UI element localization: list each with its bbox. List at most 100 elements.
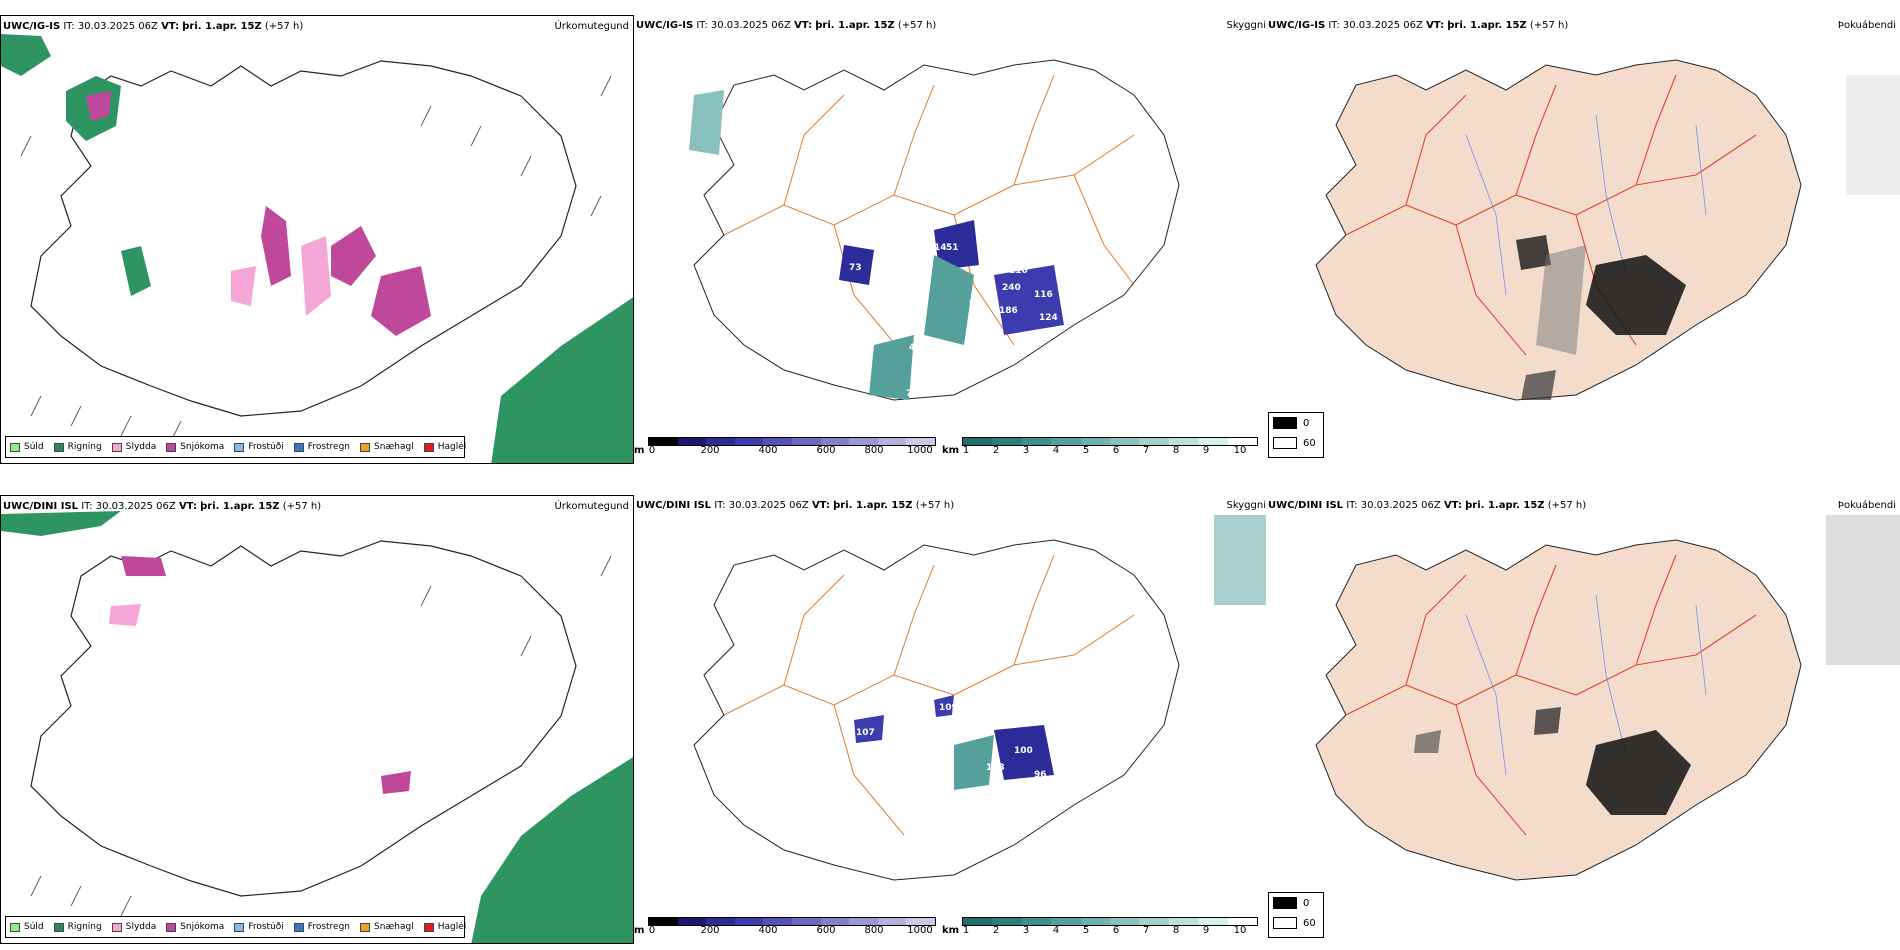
ceiling-tick: 600 bbox=[816, 925, 836, 936]
cloud-value: 124 bbox=[1039, 313, 1058, 323]
cloud-value: 52 bbox=[912, 364, 925, 374]
fog-dense-area bbox=[1521, 370, 1556, 400]
precip-map-row2 bbox=[1, 511, 633, 943]
cloud-value: 63 bbox=[969, 298, 982, 308]
cloud-panel-row1: 51 110 116 240 186 124 63 73 45 84 76 14… bbox=[634, 15, 1266, 464]
fog-legend-row1: 0 60 bbox=[1268, 412, 1324, 458]
fog-title-row2: UWC/DINI ISL IT: 30.03.2025 06Z VT: þri.… bbox=[1268, 500, 1587, 511]
wind-barbs bbox=[30, 555, 612, 917]
cloud-value: 100 bbox=[1014, 746, 1033, 756]
ceiling-tick: 400 bbox=[758, 925, 778, 936]
ceiling-tick: 200 bbox=[700, 925, 720, 936]
fog-title-row1: UWC/IG-IS IT: 30.03.2025 06Z VT: þri. 1.… bbox=[1268, 20, 1569, 31]
fog-legend-row2: 0 60 bbox=[1268, 892, 1324, 938]
iceland-outline bbox=[30, 540, 577, 897]
ceiling-unit: m bbox=[634, 445, 645, 456]
visibility-bar bbox=[962, 437, 1258, 446]
rivers bbox=[1465, 594, 1707, 776]
cloud-map-row1: 51 110 116 240 186 124 63 73 45 84 76 14… bbox=[689, 59, 1180, 401]
sleet-area bbox=[231, 266, 256, 306]
legend-item: Haglél bbox=[423, 442, 466, 452]
rivers bbox=[1465, 114, 1707, 296]
cloud-map-row2: 109 100 123 16 96 107 118 56 133 bbox=[693, 515, 1266, 881]
snow-area bbox=[121, 556, 166, 576]
visibility-colorbar-row2: km 1 2 3 4 5 6 7 8 9 10 bbox=[942, 917, 1258, 944]
visibility-tick: 6 bbox=[1112, 925, 1120, 936]
visibility-tick: 5 bbox=[1082, 925, 1090, 936]
ceiling-tick: 200 bbox=[700, 445, 720, 456]
ceiling-bar bbox=[648, 437, 936, 446]
cloud-value: 116 bbox=[1034, 290, 1053, 300]
visibility-colorbar-row1: km 1 2 3 4 5 6 7 8 9 10 bbox=[942, 437, 1258, 464]
precip-legend-row2: Súld Rigning Slydda Snjókoma Frostúði Fr… bbox=[5, 916, 466, 938]
low-ceiling-area bbox=[854, 715, 884, 743]
cloud-value: 186 bbox=[999, 306, 1018, 316]
visibility-tick: 6 bbox=[1112, 445, 1120, 456]
visibility-tick: 10 bbox=[1233, 445, 1247, 456]
cloud-value: 107 bbox=[856, 728, 875, 738]
precip-panel-row1: UWC/IG-IS IT: 30.03.2025 06Z VT: þri. 1.… bbox=[0, 15, 634, 464]
legend-item: Súld bbox=[10, 922, 44, 932]
visibility-tick: 10 bbox=[1233, 925, 1247, 936]
low-ceiling-area bbox=[994, 725, 1054, 780]
ceiling-tick: 1000 bbox=[907, 445, 933, 456]
ceiling-colorbar-row1: m 0 200 400 600 800 1000 bbox=[634, 437, 936, 464]
snow-area bbox=[371, 266, 431, 336]
visibility-tick: 4 bbox=[1052, 925, 1060, 936]
cloud-value: 18 bbox=[944, 356, 957, 366]
legend-item: Snjókoma bbox=[166, 922, 224, 932]
precip-type-label-row1: Úrkomutegund bbox=[554, 21, 629, 32]
cloud-value: 133 bbox=[742, 578, 761, 588]
legend-item: Súld bbox=[10, 442, 44, 452]
road-network bbox=[1345, 554, 1757, 836]
fog-legend-item: 60 bbox=[1269, 433, 1323, 453]
visibility-unit: km bbox=[942, 445, 960, 456]
fog-moderate-area bbox=[1414, 730, 1441, 753]
cloud-value-labels: 109 100 123 16 96 107 118 56 133 bbox=[742, 578, 1047, 875]
ceiling-tick: 800 bbox=[864, 925, 884, 936]
visibility-tick: 7 bbox=[1142, 445, 1150, 456]
legend-item: Frostúði bbox=[234, 442, 284, 452]
visibility-tick: 5 bbox=[1082, 445, 1090, 456]
sleet-area bbox=[301, 236, 331, 316]
ceiling-unit: m bbox=[634, 925, 645, 936]
precip-legend-row1: Súld Rigning Slydda Snjókoma Frostúði Fr… bbox=[5, 436, 466, 458]
low-visibility-area bbox=[689, 90, 724, 155]
visibility-tick: 9 bbox=[1202, 925, 1210, 936]
cloud-value: 73 bbox=[849, 263, 862, 273]
cloud-value: 118 bbox=[924, 865, 943, 875]
ocean-precip-area bbox=[491, 297, 633, 463]
road-network bbox=[723, 554, 1135, 836]
cloud-value: 123 bbox=[986, 763, 1005, 773]
visibility-tick: 1 bbox=[962, 445, 970, 456]
legend-item: Snjókoma bbox=[166, 442, 224, 452]
fog-panel-row2: UWC/DINI ISL IT: 30.03.2025 06Z VT: þri.… bbox=[1266, 495, 1900, 944]
fog-indicator-label-row1: Þokuábendi bbox=[1837, 20, 1896, 31]
visibility-bar bbox=[962, 917, 1258, 926]
fog-offshore bbox=[1826, 515, 1900, 665]
precip-title-row1: UWC/IG-IS IT: 30.03.2025 06Z VT: þri. 1.… bbox=[3, 21, 304, 32]
visibility-tick: 3 bbox=[1022, 445, 1030, 456]
cloud-value: 51 bbox=[946, 243, 959, 253]
cloud-value: 96 bbox=[1034, 770, 1047, 780]
low-visibility-area bbox=[954, 735, 994, 790]
legend-item: Snæhagl bbox=[360, 442, 414, 452]
fog-legend-item: 0 bbox=[1269, 893, 1323, 913]
ceiling-tick: 0 bbox=[648, 445, 656, 456]
low-ceiling-area bbox=[934, 695, 954, 717]
ceiling-tick: 600 bbox=[816, 445, 836, 456]
legend-item: Frostregn bbox=[293, 922, 350, 932]
fog-offshore bbox=[1846, 75, 1900, 195]
visibility-label-row1: Skyggni bbox=[1226, 20, 1266, 31]
precip-title-row2: UWC/DINI ISL IT: 30.03.2025 06Z VT: þri.… bbox=[3, 501, 322, 512]
cloud-value: 14 bbox=[934, 243, 947, 253]
cloud-value: 84 bbox=[929, 388, 942, 398]
visibility-tick: 2 bbox=[992, 925, 1000, 936]
cloud-value: 110 bbox=[1009, 266, 1028, 276]
legend-item: Rigning bbox=[53, 922, 102, 932]
visibility-unit: km bbox=[942, 925, 960, 936]
fog-legend-item: 60 bbox=[1269, 913, 1323, 933]
cloud-value: 76 bbox=[906, 389, 919, 399]
cloud-value: 16 bbox=[996, 721, 1009, 731]
low-ceiling-area bbox=[994, 265, 1064, 335]
